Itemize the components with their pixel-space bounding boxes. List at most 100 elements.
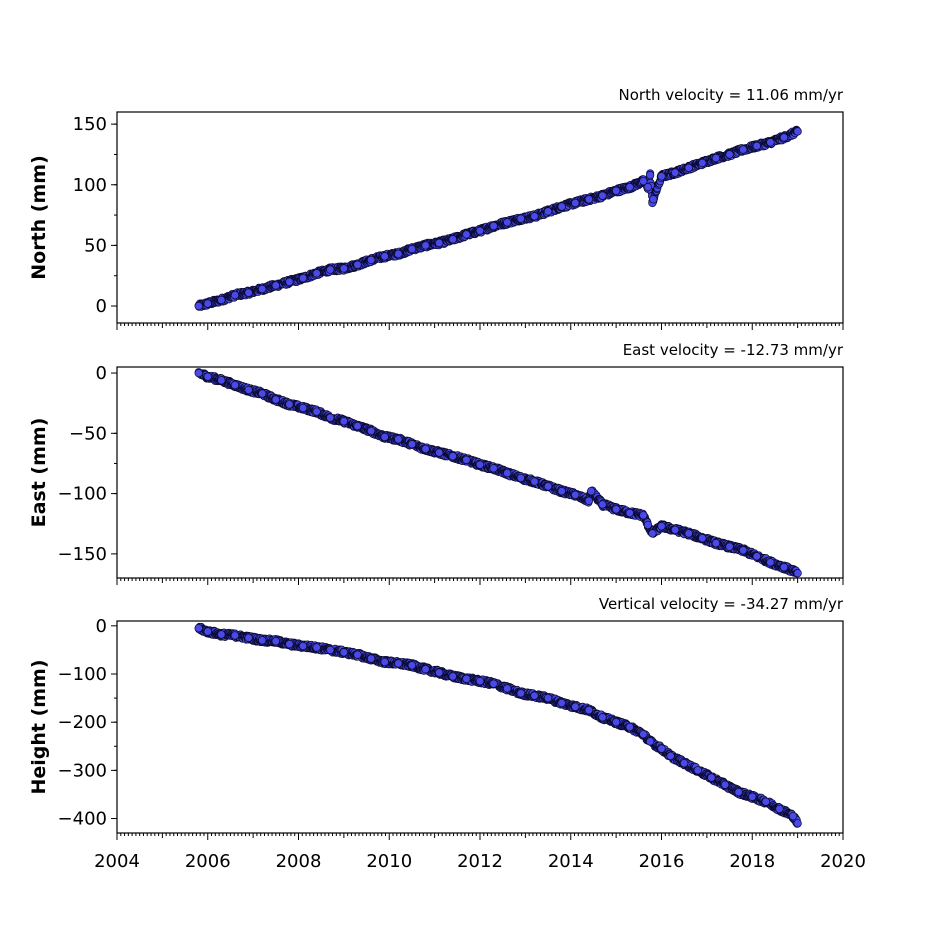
data-point [194, 624, 203, 633]
ytick-label-north: 150 [73, 114, 107, 135]
data-point [407, 244, 417, 254]
data-point [761, 797, 771, 806]
ylabel-north: North (mm) [28, 155, 50, 280]
data-point [271, 281, 280, 290]
data-point [571, 702, 580, 711]
data-point [779, 133, 789, 142]
data-point [752, 141, 761, 151]
data-point [752, 552, 761, 561]
data-point [244, 633, 253, 643]
data-point [394, 659, 403, 668]
data-point [646, 170, 655, 180]
data-point [448, 235, 457, 244]
panel-title-north: North velocity = 11.06 mm/yr [619, 86, 844, 104]
data-point [244, 288, 253, 297]
data-point [625, 183, 634, 192]
data-point [366, 654, 376, 663]
data-point [462, 674, 471, 683]
data-point [530, 477, 539, 486]
data-point [693, 766, 702, 775]
data-point [625, 508, 634, 518]
data-point [194, 368, 203, 378]
series-points-east [194, 368, 802, 578]
data-point [312, 643, 321, 652]
data-point [793, 819, 802, 828]
data-point [462, 230, 471, 239]
data-point [298, 403, 308, 413]
panel-height: Vertical velocity = -34.27 mm/yr Height (… [28, 595, 866, 872]
data-point [435, 238, 444, 248]
data-point [684, 529, 693, 538]
data-point [326, 413, 335, 422]
data-point [625, 722, 634, 732]
data-point [339, 417, 349, 426]
data-point [353, 421, 362, 431]
ytick-label-height: −100 [58, 664, 107, 685]
data-point [788, 811, 798, 821]
data-point [666, 751, 675, 761]
data-point [657, 744, 666, 753]
series-points-north [194, 125, 802, 311]
data-point [698, 158, 707, 168]
data-point [584, 705, 594, 715]
data-point [203, 299, 212, 308]
data-point [194, 301, 203, 311]
data-point [557, 698, 566, 708]
data-point [611, 718, 621, 727]
data-point [503, 468, 512, 478]
data-point [698, 534, 707, 543]
data-point [353, 650, 362, 659]
data-point [448, 452, 457, 461]
panel-title-height: Vertical velocity = -34.27 mm/yr [599, 595, 844, 613]
data-point [725, 542, 734, 551]
data-point [203, 627, 212, 636]
data-point [244, 385, 253, 395]
data-point [353, 260, 362, 269]
data-point [366, 426, 376, 436]
data-point [475, 226, 485, 235]
data-point [557, 487, 566, 496]
data-point [394, 249, 403, 259]
data-point [380, 252, 389, 261]
data-point [643, 520, 653, 530]
data-point [646, 737, 655, 746]
data-point [217, 376, 226, 385]
data-point [530, 212, 539, 221]
data-point [680, 758, 689, 768]
data-point [326, 265, 335, 274]
panel-title-east: East velocity = -12.73 mm/yr [623, 341, 844, 359]
data-point [258, 389, 267, 398]
ytick-label-east: −150 [58, 544, 107, 565]
data-point [435, 668, 444, 677]
ytick-label-height: −400 [58, 809, 107, 830]
ylabel-height: Height (mm) [28, 659, 50, 794]
data-point [285, 400, 294, 409]
data-point [598, 713, 607, 722]
data-point [516, 473, 525, 483]
data-point [711, 538, 721, 548]
data-point [421, 444, 430, 454]
data-point [203, 372, 212, 381]
data-point [489, 679, 498, 688]
ylabel-east: East (mm) [28, 418, 50, 528]
data-point [298, 641, 308, 651]
series-points-height [194, 622, 802, 828]
data-point [503, 684, 512, 693]
data-point [766, 558, 775, 567]
data-point [475, 460, 485, 469]
data-point [571, 198, 580, 208]
data-point [739, 546, 748, 555]
data-point [775, 804, 784, 814]
ytick-label-height: −200 [58, 712, 107, 733]
data-point [557, 202, 566, 211]
data-point [285, 277, 294, 286]
data-point [285, 639, 294, 649]
ytick-label-north: 100 [73, 175, 107, 196]
axes-frame-north [116, 111, 844, 324]
data-point [587, 487, 596, 496]
data-point [598, 191, 607, 200]
data-point [271, 395, 280, 404]
data-point [670, 168, 680, 177]
data-point [503, 218, 512, 227]
